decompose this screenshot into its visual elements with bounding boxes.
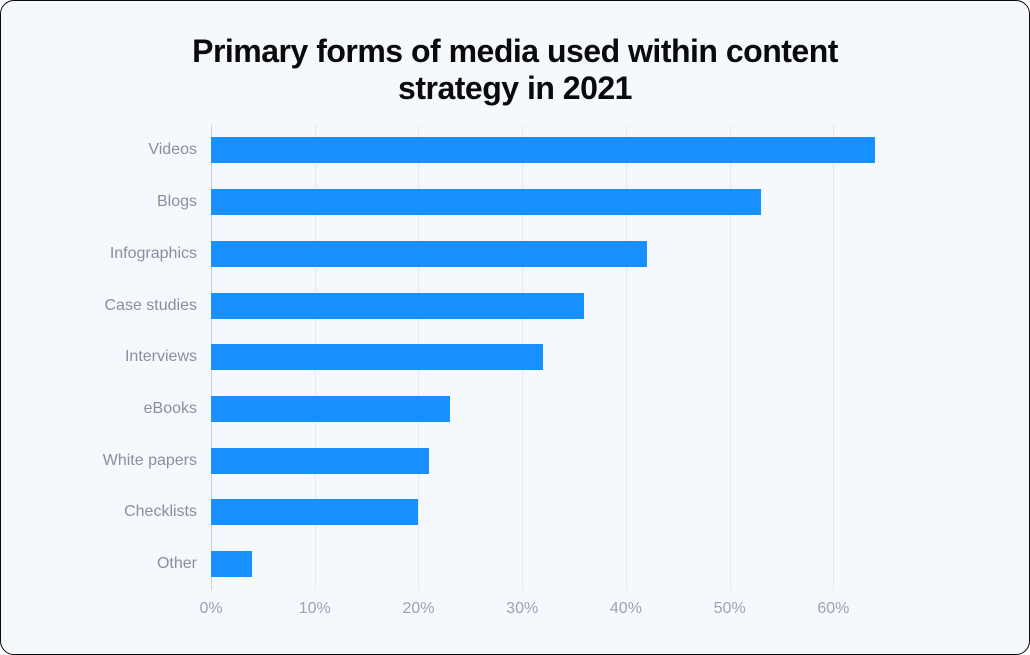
x-axis-tick: 0% (199, 600, 222, 618)
bar (211, 241, 647, 267)
bar (211, 499, 418, 525)
x-axis-tick: 20% (402, 600, 434, 618)
x-axis-spacer (41, 590, 211, 624)
y-axis-labels: Videos Blogs Infographics Case studies Inter… (41, 125, 211, 590)
x-axis-tick: 30% (506, 600, 538, 618)
bar (211, 137, 875, 163)
x-axis-tick: 10% (299, 600, 331, 618)
x-axis-tick: 60% (817, 600, 849, 618)
y-axis-label: Videos (41, 141, 197, 159)
x-axis-tick: 40% (610, 600, 642, 618)
y-axis-label: Case studies (41, 297, 197, 315)
bars-container (211, 125, 989, 590)
y-axis-label: Infographics (41, 245, 197, 263)
x-axis-row: 0% 10% 20% 30% 40% 50% 60% (41, 590, 989, 624)
y-axis-label: White papers (41, 452, 197, 470)
bar (211, 293, 584, 319)
y-axis-label: Checklists (41, 503, 197, 521)
x-axis-ticks: 0%10%20%30%40%50%60% (211, 590, 989, 624)
y-axis-label: Interviews (41, 348, 197, 366)
y-axis-label: Blogs (41, 193, 197, 211)
y-axis-label: Other (41, 555, 197, 573)
bar (211, 551, 252, 577)
chart-title: Primary forms of media used within conte… (165, 33, 865, 107)
bar (211, 189, 761, 215)
chart-area: Videos Blogs Infographics Case studies Inter… (41, 125, 989, 624)
y-axis-label: eBooks (41, 400, 197, 418)
bar (211, 344, 543, 370)
chart-card: Primary forms of media used within conte… (0, 0, 1030, 655)
x-axis-tick: 50% (714, 600, 746, 618)
plot-row: Videos Blogs Infographics Case studies Inter… (41, 125, 989, 590)
bar (211, 448, 429, 474)
bar (211, 396, 450, 422)
plot-area (211, 125, 989, 590)
